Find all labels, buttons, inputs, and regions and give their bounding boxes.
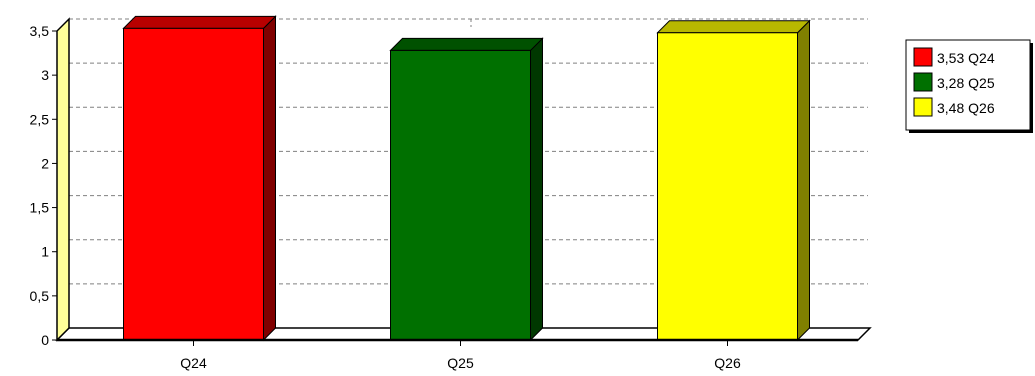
y-tick-label: 0,5 <box>30 288 50 304</box>
bar-side <box>530 37 543 342</box>
legend-item: 3,48 Q26 <box>913 97 995 117</box>
x-tick-label: Q24 <box>180 355 207 371</box>
y-tick-label: 3 <box>41 67 49 83</box>
legend-label: 3,28 Q25 <box>937 75 995 91</box>
bar-top <box>389 37 544 51</box>
bar-front <box>390 49 531 341</box>
bar-top <box>656 20 811 34</box>
legend-swatch <box>913 97 933 117</box>
legend-swatch <box>913 47 933 67</box>
bar-front <box>657 32 798 341</box>
legend-label: 3,48 Q26 <box>937 100 995 116</box>
left-wall-plane <box>56 17 70 342</box>
legend: 3,53 Q24 3,28 Q25 3,48 Q26 <box>905 39 1033 133</box>
bar-top <box>122 15 277 29</box>
y-tick-label: 1 <box>41 244 49 260</box>
y-tick-label: 2,5 <box>30 111 50 127</box>
chart-left-wall <box>56 17 70 342</box>
y-tick-label: 0 <box>41 332 49 348</box>
bar-q24 <box>122 15 277 342</box>
y-axis: 0 0,5 1 1,5 2 2,5 3 3,5 <box>30 23 57 348</box>
legend-item: 3,53 Q24 <box>913 47 995 67</box>
bar-side <box>797 19 810 342</box>
y-tick-label: 3,5 <box>30 23 50 39</box>
bar-q26 <box>656 19 811 342</box>
legend-item: 3,28 Q25 <box>913 72 995 92</box>
bars <box>122 15 811 342</box>
bar-side <box>263 15 276 342</box>
x-tick-label: Q26 <box>714 355 741 371</box>
bar-front <box>123 27 264 341</box>
legend-label: 3,53 Q24 <box>937 50 995 66</box>
y-tick-label: 1,5 <box>30 200 50 216</box>
bar-q25 <box>389 37 544 342</box>
x-axis: Q24 Q25 Q26 <box>57 338 858 371</box>
legend-swatch <box>913 72 933 92</box>
x-tick-label: Q25 <box>447 355 474 371</box>
y-tick-label: 2 <box>41 155 49 171</box>
